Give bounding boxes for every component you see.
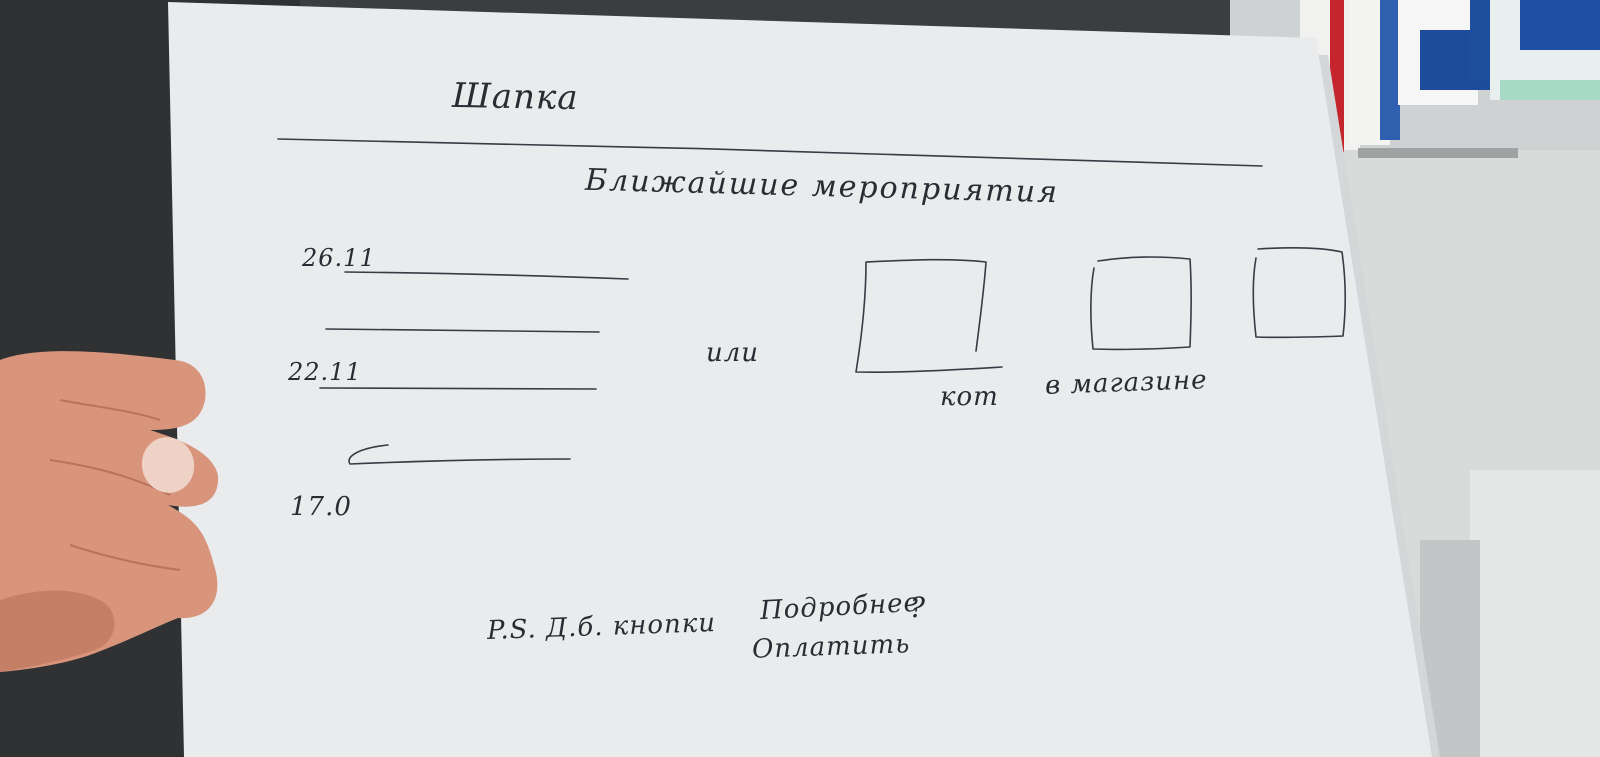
event-line-2 (319, 387, 597, 390)
button-label-pay: Оплатить (751, 629, 911, 665)
event-line-1 (344, 271, 629, 280)
event-date: 22.11 (288, 358, 362, 386)
event-date: 17.0 (290, 492, 352, 522)
event-line-3 (348, 444, 571, 465)
header-divider (277, 138, 1263, 167)
event-date: 26.11 (302, 244, 376, 272)
sketch-title: Шапка (451, 75, 579, 119)
image-placeholder-3 (1252, 246, 1346, 339)
event-line-1b (325, 328, 600, 333)
footnote: P.S. Д.б. кнопки (486, 608, 717, 646)
or-label: или (706, 338, 760, 368)
image-label: в магазине (1044, 365, 1209, 401)
books (1300, 0, 1600, 158)
button-label-more: Подробнее (759, 587, 921, 627)
image-label: кот (940, 382, 999, 412)
question-mark: ? (910, 591, 927, 624)
image-placeholder-1 (855, 258, 1003, 373)
image-placeholder-2 (1090, 256, 1192, 351)
